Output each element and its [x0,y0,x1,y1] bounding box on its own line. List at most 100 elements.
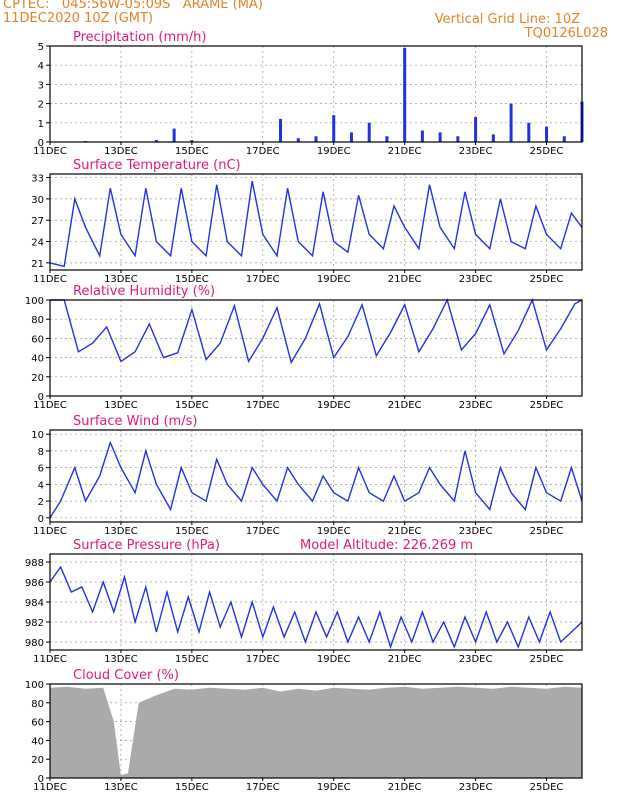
x-tick-label: 13DEC [104,146,138,157]
y-tick-label: 33 [31,174,44,185]
y-tick-label: 0 [38,774,44,785]
y-tick-label: 21 [31,259,44,270]
x-tick-label: 11DEC [33,654,67,665]
precip-bar [314,136,318,142]
x-tick-label: 17DEC [246,526,280,537]
y-tick-label: 30 [31,195,44,206]
y-tick-label: 2 [38,100,44,111]
precip-bar [190,140,194,142]
precip-bar [545,126,549,142]
x-tick-label: 25DEC [530,146,564,157]
y-tick-label: 1 [38,119,44,130]
x-tick-label: 25DEC [530,782,564,793]
y-tick-label: 40 [31,354,44,365]
x-tick-label: 15DEC [175,654,209,665]
precip-bar [154,140,158,142]
series-line [49,180,583,268]
y-tick-label: 27 [31,216,44,227]
x-tick-label: 25DEC [530,654,564,665]
x-tick-label: 21DEC [388,654,422,665]
station-header: CPTEC: 045:56W-05:09S ARAME (MA) [3,0,263,12]
y-tick-label: 20 [31,373,44,384]
x-tick-label: 15DEC [175,274,209,285]
x-tick-label: 25DEC [530,274,564,285]
x-tick-label: 23DEC [459,146,493,157]
x-tick-label: 13DEC [104,654,138,665]
y-tick-label: 60 [31,334,44,345]
series-line [50,297,583,365]
y-tick-label: 80 [31,315,44,326]
x-tick-label: 19DEC [317,526,351,537]
x-tick-label: 17DEC [246,146,280,157]
panel-title: Precipitation (mm/h) [73,30,206,45]
x-tick-label: 25DEC [530,526,564,537]
series-line [49,440,583,519]
x-tick-label: 21DEC [388,400,422,411]
y-tick-label: 60 [31,718,44,729]
y-tick-label: 24 [31,238,44,249]
y-tick-label: 984 [25,598,44,609]
x-tick-label: 17DEC [246,400,280,411]
y-tick-label: 3 [38,80,44,91]
precip-bar [474,117,478,142]
x-tick-label: 23DEC [459,526,493,537]
panel-subtitle: Model Altitude: 226.269 m [300,538,473,553]
panel-frame [49,299,583,397]
run-datetime: 11DEC2020 10Z (GMT) [3,11,154,26]
panel-title: Surface Pressure (hPa) [73,538,220,553]
x-tick-label: 25DEC [530,400,564,411]
y-tick-label: 4 [38,480,44,491]
x-tick-label: 19DEC [317,400,351,411]
precip-bar [562,136,566,142]
x-tick-label: 21DEC [388,782,422,793]
x-tick-label: 13DEC [104,782,138,793]
panel-frame [49,553,583,651]
y-tick-label: 0 [38,138,44,149]
x-tick-label: 13DEC [104,274,138,285]
y-tick-label: 20 [31,755,44,766]
precip-bar [438,132,442,142]
panel-frame [49,683,583,779]
y-tick-label: 80 [31,699,44,710]
model-run-code: TQ0126L028 [524,26,608,41]
y-tick-label: 6 [38,464,44,475]
precip-bar [172,128,176,142]
precip-bar [296,138,300,142]
x-tick-label: 21DEC [388,146,422,157]
panel-frame [49,45,583,143]
y-tick-label: 100 [25,296,44,307]
panel-frame [49,429,583,523]
y-tick-label: 982 [25,618,44,629]
precip-bar [332,115,336,142]
precip-bar [456,136,460,142]
x-tick-label: 17DEC [246,782,280,793]
vertical-grid-note: Vertical Grid Line: 10Z [434,12,580,27]
y-tick-label: 988 [25,558,44,569]
precip-bar [527,122,531,142]
x-tick-label: 13DEC [104,400,138,411]
precip-bar [491,134,495,142]
y-tick-label: 4 [38,61,44,72]
panel-frame [49,173,583,271]
y-tick-label: 0 [38,392,44,403]
x-tick-label: 23DEC [459,400,493,411]
y-tick-label: 2 [38,497,44,508]
y-tick-label: 0 [38,514,44,525]
x-tick-label: 17DEC [246,654,280,665]
cloud-cover-area [50,686,582,778]
x-tick-label: 19DEC [317,654,351,665]
x-tick-label: 15DEC [175,400,209,411]
x-tick-label: 23DEC [459,654,493,665]
x-tick-label: 11DEC [33,782,67,793]
x-tick-label: 19DEC [317,146,351,157]
precip-bar [509,103,513,142]
x-tick-label: 15DEC [175,146,209,157]
precip-bar [349,132,353,142]
panel-title: Cloud Cover (%) [73,668,179,683]
precip-bar [403,47,407,142]
x-tick-label: 15DEC [175,782,209,793]
y-tick-label: 8 [38,447,44,458]
y-tick-label: 100 [25,680,44,691]
x-tick-label: 19DEC [317,274,351,285]
